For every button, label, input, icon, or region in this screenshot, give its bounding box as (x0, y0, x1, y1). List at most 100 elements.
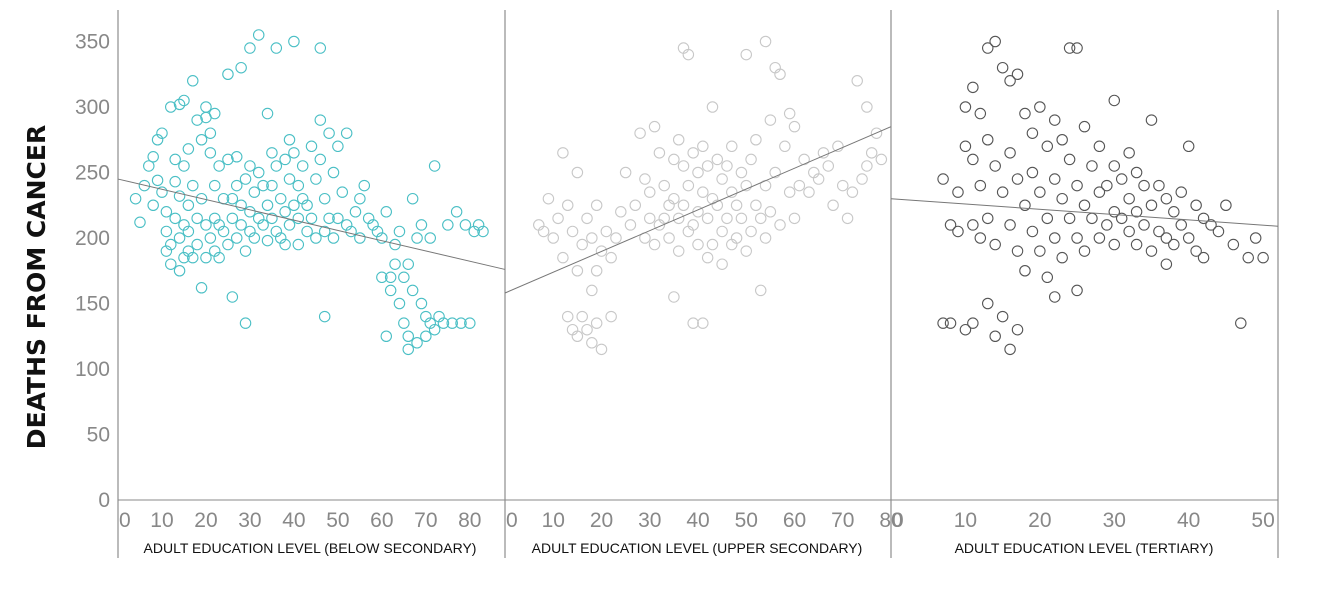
x-tick-label: 70 (831, 509, 854, 532)
scatter-point (332, 212, 344, 225)
scatter-point (187, 251, 199, 264)
scatter-point (420, 310, 432, 323)
scatter-point (1048, 114, 1061, 126)
scatter-point (750, 134, 762, 146)
scatter-point (310, 232, 322, 244)
scatter-point (996, 61, 1009, 74)
scatter-point (643, 186, 656, 198)
scatter-point (1011, 173, 1024, 185)
scatter-point (415, 297, 428, 310)
scatter-point (735, 166, 748, 179)
x-tick-label: 0 (119, 509, 131, 532)
scatter-point (865, 147, 878, 159)
scatter-point (721, 212, 733, 225)
scatter-point (1160, 258, 1173, 270)
scatter-point (1026, 166, 1039, 179)
scatter-point (1004, 219, 1016, 231)
scatter-point (191, 114, 203, 126)
scatter-point (1086, 212, 1098, 225)
scatter-point (1004, 147, 1016, 159)
scatter-point (147, 199, 159, 212)
scatter-point (590, 317, 603, 329)
scatter-point (472, 219, 485, 231)
scatter-point (200, 219, 212, 231)
scatter-point (764, 206, 777, 218)
scatter-point (406, 284, 419, 297)
scatter-point (376, 271, 388, 284)
scatter-point (406, 192, 419, 205)
x-tick-label: 40 (686, 509, 709, 532)
scatter-point (279, 238, 291, 251)
scatter-point (332, 140, 344, 153)
scatter-point (1041, 140, 1054, 153)
scatter-point (424, 232, 436, 244)
x-tick-label: 70 (414, 509, 437, 532)
scatter-point (967, 317, 979, 329)
scatter-point (783, 186, 796, 198)
scatter-point (266, 179, 278, 192)
scatter-point (1026, 127, 1039, 139)
scatter-point (856, 173, 868, 185)
scatter-point (754, 212, 767, 225)
scatter-point (586, 232, 598, 244)
scatter-point (244, 42, 256, 54)
scatter-point (788, 212, 801, 225)
scatter-point (222, 68, 234, 81)
scatter-point (274, 192, 287, 205)
scatter-point (812, 173, 825, 185)
scatter-point (1004, 343, 1016, 356)
scatter-point (239, 245, 252, 257)
scatter-point (169, 153, 181, 166)
scatter-point (380, 206, 393, 218)
scatter-point (1205, 219, 1217, 231)
scatter-point (537, 225, 550, 238)
scatter-point (817, 147, 830, 159)
scatter-point (1093, 140, 1106, 153)
scatter-point (191, 238, 203, 251)
scatter-point (257, 219, 269, 231)
scatter-point (327, 166, 340, 179)
scatter-point (156, 186, 168, 198)
scatter-point (442, 219, 454, 231)
scatter-point (301, 199, 313, 212)
scatter-point (989, 160, 1001, 172)
scatter-point (1078, 120, 1091, 133)
scatter-point (870, 127, 883, 139)
scatter-point (1123, 147, 1135, 159)
x-tick-label: 40 (1177, 509, 1200, 532)
scatter-point (270, 42, 283, 54)
scatter-point (711, 199, 724, 212)
scatter-point (706, 238, 719, 251)
scatter-point (160, 206, 173, 218)
scatter-point (323, 212, 335, 225)
scatter-point (1048, 232, 1061, 244)
scatter-point (648, 120, 661, 133)
scatter-point (270, 225, 283, 238)
scatter-point (1168, 206, 1180, 218)
scatter-point (1145, 245, 1158, 257)
scatter-point (1011, 68, 1024, 81)
scatter-point (209, 179, 221, 192)
scatter-point (318, 225, 331, 238)
scatter-point (380, 330, 393, 342)
scatter-point (561, 199, 574, 212)
scatter-point (701, 212, 714, 225)
scatter-point (937, 173, 949, 185)
scatter-point (1041, 212, 1054, 225)
scatter-point (989, 238, 1001, 251)
scatter-point (340, 127, 353, 139)
scatter-point (292, 238, 305, 251)
scatter-point (402, 330, 414, 342)
scatter-point (1249, 232, 1262, 244)
scatter-point (239, 317, 252, 329)
scatter-point (677, 199, 690, 212)
scatter-point (692, 238, 704, 251)
scatter-point (967, 81, 979, 94)
scatter-point (1034, 101, 1046, 113)
scatter-point (605, 310, 617, 323)
scatter-point (415, 219, 428, 231)
scatter-point (398, 271, 410, 284)
scatter-point (697, 140, 709, 153)
scatter-point (624, 219, 637, 231)
scatter-point (1138, 179, 1150, 192)
